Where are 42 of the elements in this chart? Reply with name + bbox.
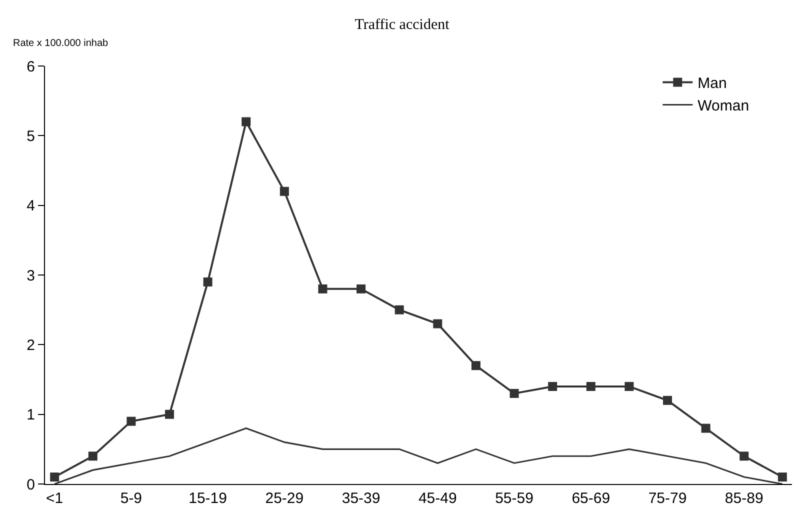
point: [318, 284, 328, 294]
point: [165, 410, 174, 419]
point: [433, 319, 442, 328]
x-tick-label: 25-29: [265, 490, 304, 507]
x-tick-label: 5-9: [120, 490, 142, 507]
point: [701, 424, 710, 433]
x-tick-label: 75-79: [648, 490, 687, 507]
point: [50, 472, 60, 482]
point: [280, 186, 289, 196]
y-tick-label: 1: [26, 406, 35, 424]
y-tick-label: 6: [26, 58, 35, 76]
x-tick-label: 45-49: [418, 490, 457, 507]
point: [624, 382, 634, 391]
y-tick-label: 3: [26, 267, 35, 284]
point: [663, 396, 672, 405]
point: [778, 472, 787, 482]
point: [586, 382, 596, 391]
y-tick-label: 0: [26, 476, 35, 494]
y-tick-label: 4: [26, 198, 35, 215]
point: [740, 452, 749, 461]
point: [126, 416, 136, 426]
y-tick-label: 5: [26, 128, 35, 145]
point: [510, 388, 519, 398]
x-tick-label: 55-59: [495, 490, 534, 507]
x-tick-label: <1: [46, 490, 64, 507]
point: [548, 382, 558, 391]
point: [242, 117, 251, 126]
line-series: [54, 427, 784, 484]
point: [203, 277, 212, 286]
point: [471, 361, 480, 370]
x-tick-label: 85-89: [724, 490, 764, 507]
y-axis-title: Rate x 100.000 inhab: [13, 38, 109, 49]
point: [394, 305, 404, 314]
legend-label: Man: [698, 75, 727, 92]
x-tick-label: 65-69: [572, 490, 610, 507]
legend-label: Woman: [698, 98, 750, 115]
x-tick-label: 15-19: [188, 490, 227, 507]
x-tick-label: 35-39: [342, 490, 380, 507]
chart-title: Traffic accident: [354, 17, 450, 34]
y-tick-label: 2: [26, 336, 35, 354]
point: [356, 284, 366, 294]
point: [88, 452, 98, 461]
